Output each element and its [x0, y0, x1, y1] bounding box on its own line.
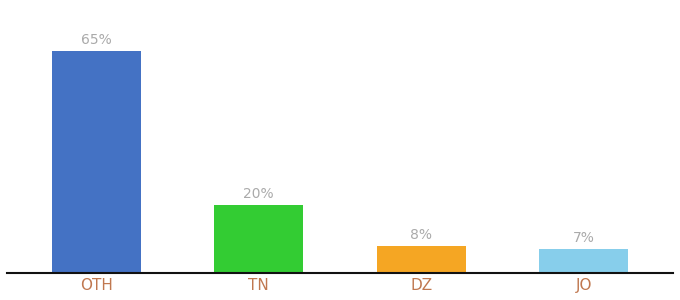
Bar — [214, 205, 303, 273]
Bar — [539, 249, 628, 273]
Bar — [52, 51, 141, 273]
Text: 65%: 65% — [81, 33, 112, 47]
Text: 20%: 20% — [243, 187, 274, 201]
Bar — [377, 246, 466, 273]
Text: 7%: 7% — [573, 231, 594, 245]
Text: 8%: 8% — [410, 228, 432, 242]
